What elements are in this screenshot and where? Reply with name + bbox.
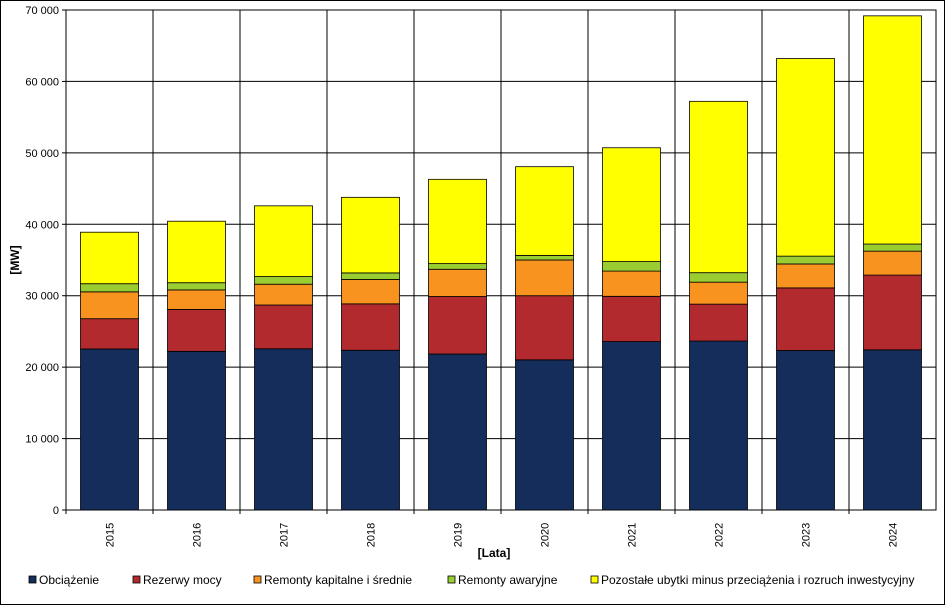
bar-segment [602, 341, 661, 511]
bar-segment [167, 282, 226, 291]
bar-segment [689, 303, 748, 342]
x-tick-label: 2024 [888, 523, 900, 547]
x-tick-label: 2017 [279, 523, 291, 547]
x-tick-label: 2019 [453, 523, 465, 547]
legend-swatch [253, 575, 262, 584]
bar-segment [776, 263, 835, 289]
bar-segment [602, 147, 661, 262]
bar-segment [254, 348, 313, 511]
y-axis-ticks: 0 10 000 20 000 30 000 40 000 50 000 60 000 70 … [25, 5, 66, 517]
y-axis-title: [MW] [8, 245, 22, 274]
x-tick-label: 2018 [366, 523, 378, 547]
legend-swatch [132, 575, 141, 584]
y-tick-label: 0 [53, 505, 59, 517]
bar-segment [167, 309, 226, 352]
bar-segment [341, 349, 400, 511]
bar-segment [341, 279, 400, 305]
x-tick-label: 2020 [540, 523, 552, 547]
x-tick-label: 2021 [627, 523, 639, 547]
bar-segment [167, 289, 226, 310]
legend-swatch [590, 575, 599, 584]
bar-segment [428, 263, 487, 270]
y-tick-label: 40 000 [25, 219, 59, 231]
bars: 22 5414 2413 7601 1387 21122 2115 8692 7… [80, 15, 922, 511]
legend-label: Pozostałe ubytki minus przeciążenia i ro… [601, 573, 914, 587]
bar-segment [602, 295, 661, 342]
bar-segment [515, 166, 574, 256]
bar-segment [254, 276, 313, 285]
bar-segment [776, 287, 835, 351]
bar-segment [689, 281, 748, 305]
bar-segment [254, 283, 313, 306]
bar-segment [515, 359, 574, 511]
bar-segment [689, 100, 748, 274]
bar-segment [341, 272, 400, 280]
bar-segment [776, 255, 835, 265]
legend-label: Remonty kapitalne i średnie [264, 573, 412, 587]
bar-segment [863, 274, 922, 351]
bar-segment [254, 205, 313, 277]
legend: Obciążenie Rezerwy mocy Remonty kapitalne … [28, 573, 914, 587]
x-tick-label: 2016 [192, 523, 204, 547]
y-tick-label: 30 000 [25, 291, 59, 303]
x-axis-ticks: 2015 2016 2017 2018 2019 2020 2021 2022 2023 2024 [65, 510, 900, 547]
bar-segment [776, 350, 835, 511]
bar-segment [515, 259, 574, 297]
bar-segment [80, 231, 139, 285]
x-tick-label: 2022 [714, 523, 726, 547]
bar-segment [689, 272, 748, 283]
y-tick-label: 20 000 [25, 362, 59, 374]
bar-segment [80, 348, 139, 511]
bar-segment [428, 353, 487, 511]
bar-segment [341, 303, 400, 351]
bar-segment [602, 261, 661, 272]
legend-swatch [28, 575, 37, 584]
bar-segment [776, 58, 835, 257]
bar-segment [254, 304, 313, 350]
legend-label: Rezerwy mocy [143, 573, 222, 587]
bar-segment [167, 350, 226, 511]
bar-segment [863, 15, 922, 245]
bar-segment [515, 295, 574, 361]
y-tick-label: 70 000 [25, 5, 59, 17]
legend-swatch [447, 575, 456, 584]
bar-segment [602, 270, 661, 297]
y-tick-label: 50 000 [25, 148, 59, 160]
bar-segment [80, 291, 139, 320]
bar-segment [863, 250, 922, 276]
bar-segment [341, 196, 400, 274]
x-tick-label: 2023 [801, 523, 813, 547]
bar-segment [428, 296, 487, 355]
bar-segment [428, 178, 487, 265]
bar-segment [80, 318, 139, 350]
bar-segment [80, 283, 139, 293]
bar-segment [515, 254, 574, 261]
y-tick-label: 10 000 [25, 434, 59, 446]
legend-label: Obciążenie [39, 573, 99, 587]
x-tick-label: 2015 [105, 523, 117, 547]
x-axis-title: [Lata] [478, 546, 511, 560]
bar-segment [428, 268, 487, 297]
bar-segment [167, 220, 226, 284]
y-tick-label: 60 000 [25, 76, 59, 88]
bar-segment [863, 349, 922, 511]
legend-label: Remonty awaryjne [458, 573, 558, 587]
bar-segment [863, 243, 922, 252]
bar-segment [689, 340, 748, 511]
